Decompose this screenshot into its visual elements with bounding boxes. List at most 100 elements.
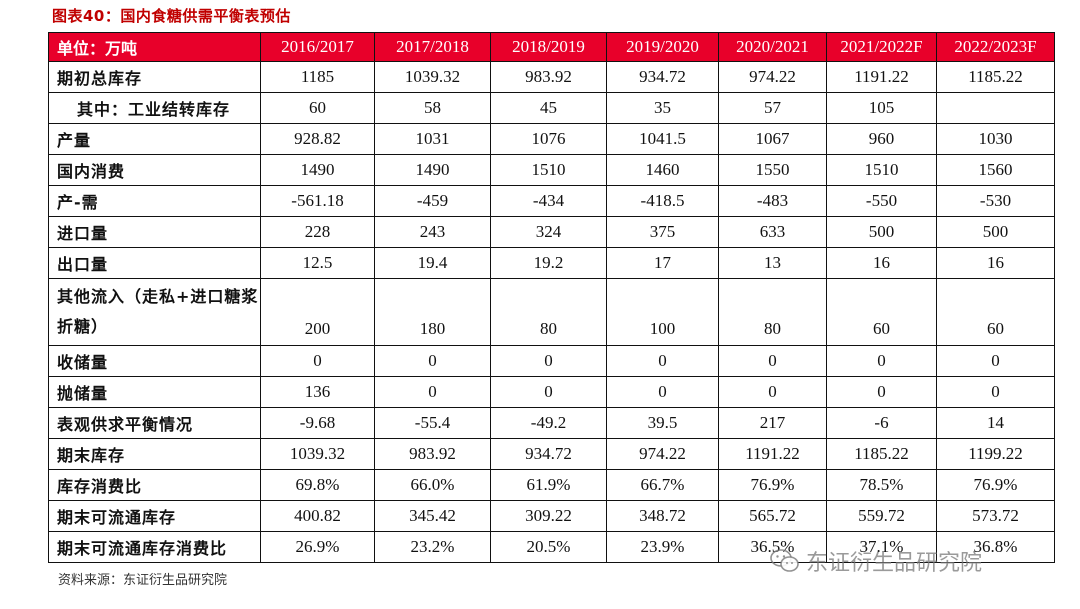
table-cell: 1199.22: [936, 438, 1055, 470]
table-row: 进口量 228 243 324 375 633 500 500: [48, 216, 1055, 248]
supply-demand-table: 单位：万吨 2016/2017 2017/2018 2018/2019 2019…: [48, 32, 1055, 563]
table-cell: 1460: [606, 154, 719, 186]
table-cell: 35: [606, 92, 719, 124]
table-cell: 309.22: [490, 500, 607, 532]
table-cell: 500: [936, 216, 1055, 248]
table-cell: 400.82: [260, 500, 375, 532]
row-label: 进口量: [48, 216, 261, 248]
table-row: 抛储量 136 0 0 0 0 0 0: [48, 376, 1055, 408]
table-cell: 1510: [490, 154, 607, 186]
table-header-row: 单位：万吨 2016/2017 2017/2018 2018/2019 2019…: [48, 32, 1055, 62]
table-cell: 0: [490, 345, 607, 377]
table-cell: 0: [606, 345, 719, 377]
table-cell: -483: [718, 185, 827, 217]
table-cell: 61.9%: [490, 469, 607, 501]
table-cell: 13: [718, 247, 827, 279]
table-cell: 1550: [718, 154, 827, 186]
row-label: 其他流入（走私+进口糖浆折糖）: [48, 278, 261, 346]
table-cell: 100: [606, 278, 719, 346]
table-cell: 17: [606, 247, 719, 279]
table-cell: 19.2: [490, 247, 607, 279]
table-cell: 37.1%: [826, 531, 937, 563]
table-cell: 60: [936, 278, 1055, 346]
row-label: 产-需: [48, 185, 261, 217]
table-cell: 348.72: [606, 500, 719, 532]
table-cell: 57: [718, 92, 827, 124]
table-cell: 1041.5: [606, 123, 719, 155]
table-cell: -6: [826, 407, 937, 439]
table-cell: 934.72: [490, 438, 607, 470]
table-row: 收储量 0 0 0 0 0 0 0: [48, 345, 1055, 377]
table-cell: 1185: [260, 61, 375, 93]
table-cell: 200: [260, 278, 375, 346]
table-cell: 0: [826, 376, 937, 408]
table-cell: 60: [260, 92, 375, 124]
table-cell: 26.9%: [260, 531, 375, 563]
table-cell: -434: [490, 185, 607, 217]
unit-header: 单位：万吨: [48, 32, 261, 62]
row-label: 库存消费比: [48, 469, 261, 501]
table-cell: 0: [936, 376, 1055, 408]
table-cell: 23.2%: [374, 531, 491, 563]
table-cell: 105: [826, 92, 937, 124]
table-cell: 565.72: [718, 500, 827, 532]
year-header: 2020/2021: [718, 32, 827, 62]
table-cell: 1490: [260, 154, 375, 186]
table-cell: 136: [260, 376, 375, 408]
table-row: 表观供求平衡情况 -9.68 -55.4 -49.2 39.5 217 -6 1…: [48, 407, 1055, 439]
supply-demand-table-wrap: 单位：万吨 2016/2017 2017/2018 2018/2019 2019…: [48, 32, 1055, 563]
table-cell: 36.8%: [936, 531, 1055, 563]
table-row: 期末可流通库存 400.82 345.42 309.22 348.72 565.…: [48, 500, 1055, 532]
table-cell: 20.5%: [490, 531, 607, 563]
table-cell: -459: [374, 185, 491, 217]
table-cell: 76.9%: [936, 469, 1055, 501]
row-label: 期末库存: [48, 438, 261, 470]
watermark: 东证衍生品研究院: [770, 544, 982, 578]
table-cell: 0: [490, 376, 607, 408]
table-cell: 633: [718, 216, 827, 248]
table-cell: 500: [826, 216, 937, 248]
table-cell: 23.9%: [606, 531, 719, 563]
table-cell: 1067: [718, 123, 827, 155]
table-cell: 0: [826, 345, 937, 377]
row-label: 收储量: [48, 345, 261, 377]
table-cell: 1490: [374, 154, 491, 186]
table-cell: -561.18: [260, 185, 375, 217]
table-row: 期末库存 1039.32 983.92 934.72 974.22 1191.2…: [48, 438, 1055, 470]
table-cell: -530: [936, 185, 1055, 217]
table-cell: 80: [718, 278, 827, 346]
table-cell: 39.5: [606, 407, 719, 439]
table-cell: 0: [718, 376, 827, 408]
year-header: 2022/2023F: [936, 32, 1055, 62]
table-cell: 76.9%: [718, 469, 827, 501]
wechat-icon: [770, 549, 799, 572]
table-cell: 0: [260, 345, 375, 377]
table-cell: 19.4: [374, 247, 491, 279]
table-cell: 1560: [936, 154, 1055, 186]
table-row: 其中：工业结转库存 60 58 45 35 57 105: [48, 92, 1055, 124]
table-cell: 0: [374, 345, 491, 377]
table-cell: 375: [606, 216, 719, 248]
table-cell: 1030: [936, 123, 1055, 155]
row-label: 表观供求平衡情况: [48, 407, 261, 439]
table-cell: 983.92: [374, 438, 491, 470]
table-row: 期初总库存 1185 1039.32 983.92 934.72 974.22 …: [48, 61, 1055, 93]
table-cell: 69.8%: [260, 469, 375, 501]
table-cell: 80: [490, 278, 607, 346]
row-label: 期初总库存: [48, 61, 261, 93]
row-label: 出口量: [48, 247, 261, 279]
row-label: 抛储量: [48, 376, 261, 408]
year-header: 2016/2017: [260, 32, 375, 62]
table-cell: [936, 92, 1055, 124]
table-cell: 0: [718, 345, 827, 377]
table-cell: 1191.22: [826, 61, 937, 93]
table-row: 出口量 12.5 19.4 19.2 17 13 16 16: [48, 247, 1055, 279]
source-note: 资料来源：东证衍生品研究院: [58, 573, 228, 588]
table-cell: 58: [374, 92, 491, 124]
table-cell: 974.22: [606, 438, 719, 470]
page-title: 图表40：国内食糖供需平衡表预估: [52, 7, 291, 25]
year-header: 2018/2019: [490, 32, 607, 62]
table-cell: 1510: [826, 154, 937, 186]
table-cell: 1031: [374, 123, 491, 155]
table-cell: 1039.32: [374, 61, 491, 93]
